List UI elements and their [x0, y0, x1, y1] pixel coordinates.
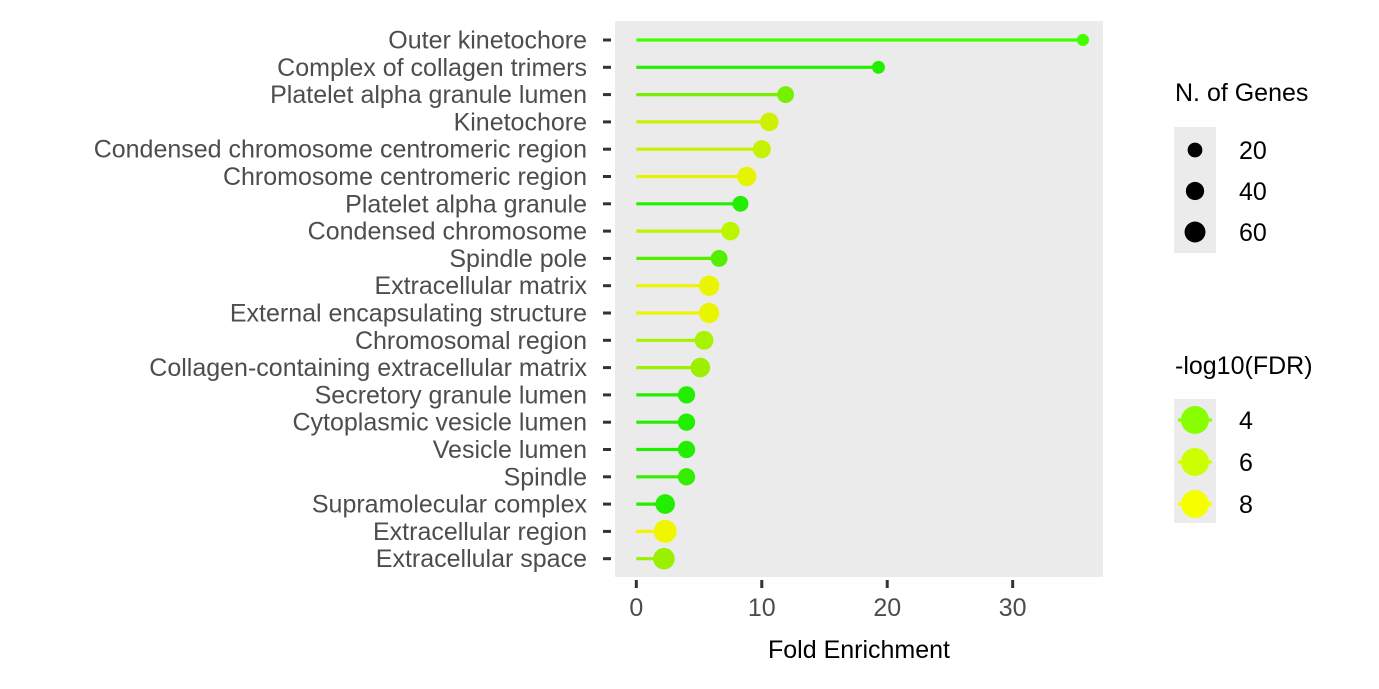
size-legend-label: 60: [1239, 219, 1267, 247]
size-legend-label: 40: [1239, 178, 1267, 206]
lollipop-point: [1076, 33, 1089, 47]
y-tick-label: Extracellular region: [373, 518, 587, 546]
lollipop-point: [677, 468, 696, 486]
size-legend-label: 20: [1239, 137, 1267, 165]
y-tick-label: Platelet alpha granule: [345, 190, 587, 218]
lollipop-point: [694, 330, 714, 350]
lollipop-point: [677, 413, 696, 431]
lollipop-point: [710, 249, 728, 267]
lollipop-point: [698, 275, 720, 296]
color-legend: -log10(FDR) 4 6 8: [1174, 352, 1313, 523]
x-axis: 0 10 20 30: [629, 580, 1027, 622]
lollipop-point: [698, 302, 720, 324]
y-tick-label: Condensed chromosome centromeric region: [94, 136, 587, 164]
lollipop-point: [777, 86, 795, 104]
lollipop-point: [737, 166, 757, 187]
lollipop-point: [732, 195, 749, 212]
y-tick-label: Cytoplasmic vesicle lumen: [292, 409, 587, 437]
lollipop-point: [871, 60, 885, 74]
y-tick-label: Condensed chromosome: [308, 218, 587, 246]
lollipop-point: [677, 440, 696, 459]
size-legend: N. of Genes 20 40 60: [1174, 79, 1308, 253]
lollipop-point: [677, 386, 696, 404]
y-tick-label: External encapsulating structure: [230, 300, 587, 328]
x-tick-label: 30: [999, 594, 1027, 622]
size-legend-title: N. of Genes: [1175, 79, 1308, 107]
y-tick-label: Kinetochore: [454, 108, 587, 136]
y-tick-label: Chromosome centromeric region: [223, 163, 587, 191]
point-layer: [653, 33, 1089, 570]
lollipop-point: [653, 547, 675, 570]
color-legend-key: [1181, 406, 1209, 434]
y-tick-label: Collagen-containing extracellular matrix: [149, 354, 587, 382]
color-legend-title: -log10(FDR): [1175, 352, 1313, 380]
color-legend-key: [1181, 490, 1209, 518]
color-legend-label: 6: [1239, 449, 1253, 477]
y-tick-label: Vesicle lumen: [433, 436, 587, 464]
plot-panel: [615, 21, 1103, 577]
size-legend-key: [1184, 221, 1206, 243]
y-tick-label: Complex of collagen trimers: [277, 54, 587, 82]
x-tick-label: 0: [629, 594, 643, 622]
y-tick-label: Secretory granule lumen: [315, 381, 587, 409]
color-legend-key: [1181, 448, 1209, 476]
y-tick-label: Supramolecular complex: [312, 491, 588, 519]
lollipop-point: [655, 494, 675, 514]
lollipop-point: [752, 140, 771, 159]
x-tick-label: 10: [748, 594, 776, 622]
y-tick-label: Outer kinetochore: [388, 27, 587, 55]
size-legend-key: [1187, 142, 1203, 158]
size-legend-key: [1185, 181, 1205, 201]
y-tick-label: Chromosomal region: [355, 327, 587, 355]
lollipop-point: [690, 357, 711, 378]
lollipop-point: [653, 519, 677, 543]
x-tick-label: 20: [873, 594, 901, 622]
y-tick-label: Extracellular matrix: [374, 272, 587, 300]
x-axis-title: Fold Enrichment: [768, 636, 950, 664]
y-tick-label: Platelet alpha granule lumen: [270, 81, 587, 109]
y-tick-label: Spindle pole: [449, 245, 587, 273]
y-tick-label: Extracellular space: [376, 545, 587, 573]
lollipop-point: [721, 221, 740, 241]
lollipop-point: [760, 112, 779, 132]
y-tick-label: Spindle: [504, 463, 587, 491]
color-legend-label: 8: [1239, 491, 1253, 519]
color-legend-label: 4: [1239, 407, 1253, 435]
